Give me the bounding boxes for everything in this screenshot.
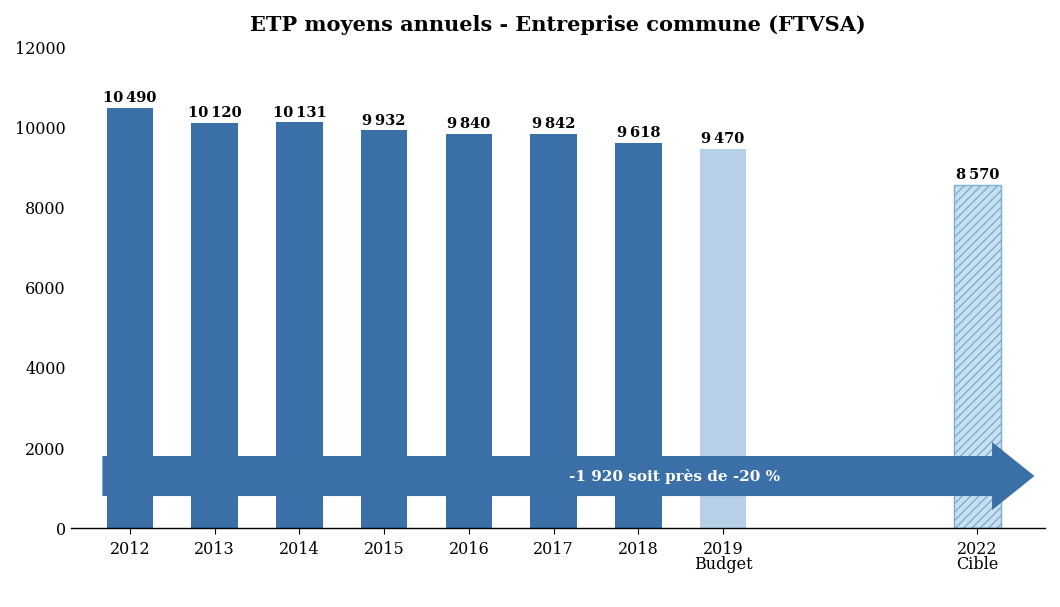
Title: ETP moyens annuels - Entreprise commune (FTVSA): ETP moyens annuels - Entreprise commune … [250,15,866,35]
Text: -1 920 soit près de -20 %: -1 920 soit près de -20 % [569,469,780,484]
FancyArrow shape [103,442,1035,510]
Text: Budget: Budget [693,556,753,573]
Text: 9 618: 9 618 [617,126,660,140]
Bar [530,134,577,528]
Bar [445,134,492,528]
Text: 10 120: 10 120 [188,106,242,120]
Text: 9 840: 9 840 [447,117,491,131]
Bar [192,123,237,528]
Text: 9 470: 9 470 [702,132,745,146]
Text: 8 570: 8 570 [955,168,999,182]
Text: 10 131: 10 131 [272,106,326,120]
Text: 9 932: 9 932 [363,114,406,127]
Bar [954,185,1001,528]
Bar [107,108,154,528]
Bar [615,143,661,528]
Bar [360,131,407,528]
Bar [276,123,322,528]
Text: 9 842: 9 842 [532,117,576,131]
Text: Cible: Cible [956,556,999,573]
Bar [700,149,746,528]
Text: 10 490: 10 490 [103,91,157,106]
